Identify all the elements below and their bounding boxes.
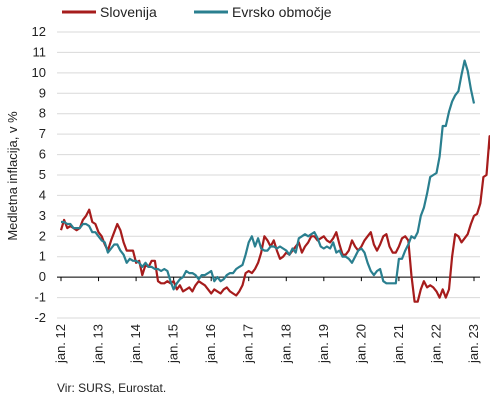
y-tick-label: 11 (33, 44, 47, 59)
x-tick-label: jan. 12 (53, 324, 68, 364)
x-tick-label: jan. 23 (466, 324, 481, 364)
x-axis-ticks: jan. 12 jan. 13 jan. 14 jan. 15 jan. 16 jan. … (53, 277, 481, 364)
y-tick-label: -1 (34, 290, 46, 305)
y-tick-label: 6 (39, 147, 46, 162)
y-axis-label: Medletna inflacija, v % (5, 111, 20, 241)
x-tick-label: jan. 19 (316, 324, 331, 364)
x-tick-label: jan. 17 (241, 324, 256, 364)
x-tick-label: jan. 18 (278, 324, 293, 364)
source-note: Vir: SURS, Eurostat. (57, 381, 166, 395)
x-tick-label: jan. 21 (391, 324, 406, 364)
y-tick-label: 1 (39, 249, 46, 264)
x-tick-label: jan. 20 (353, 324, 368, 364)
gridlines (57, 31, 480, 319)
series-line-evrsko-obmocje (61, 59, 476, 291)
y-tick-label: 9 (39, 85, 46, 100)
y-tick-label: 7 (39, 126, 46, 141)
y-tick-label: 10 (32, 65, 46, 80)
x-tick-label: jan. 13 (91, 324, 106, 364)
legend-label-slovenija: Slovenija (100, 4, 157, 20)
x-tick-label: jan. 15 (166, 324, 181, 364)
y-tick-label: 8 (39, 106, 46, 121)
x-tick-label: jan. 22 (428, 324, 443, 364)
legend: Slovenija Evrsko območje (62, 4, 332, 20)
legend-label-evrsko-obmocje: Evrsko območje (232, 4, 332, 20)
x-tick-label: jan. 16 (203, 324, 218, 364)
y-tick-label: 0 (39, 269, 46, 284)
x-tick-label: jan. 14 (128, 324, 143, 364)
series-line-slovenija (59, 135, 490, 303)
y-tick-label: 3 (39, 208, 46, 223)
y-tick-label: 2 (39, 228, 46, 243)
y-tick-label: 4 (39, 187, 46, 202)
y-tick-label: -2 (34, 310, 46, 325)
y-tick-label: 12 (32, 24, 46, 39)
series-lines (59, 59, 490, 303)
y-tick-label: 5 (39, 167, 46, 182)
